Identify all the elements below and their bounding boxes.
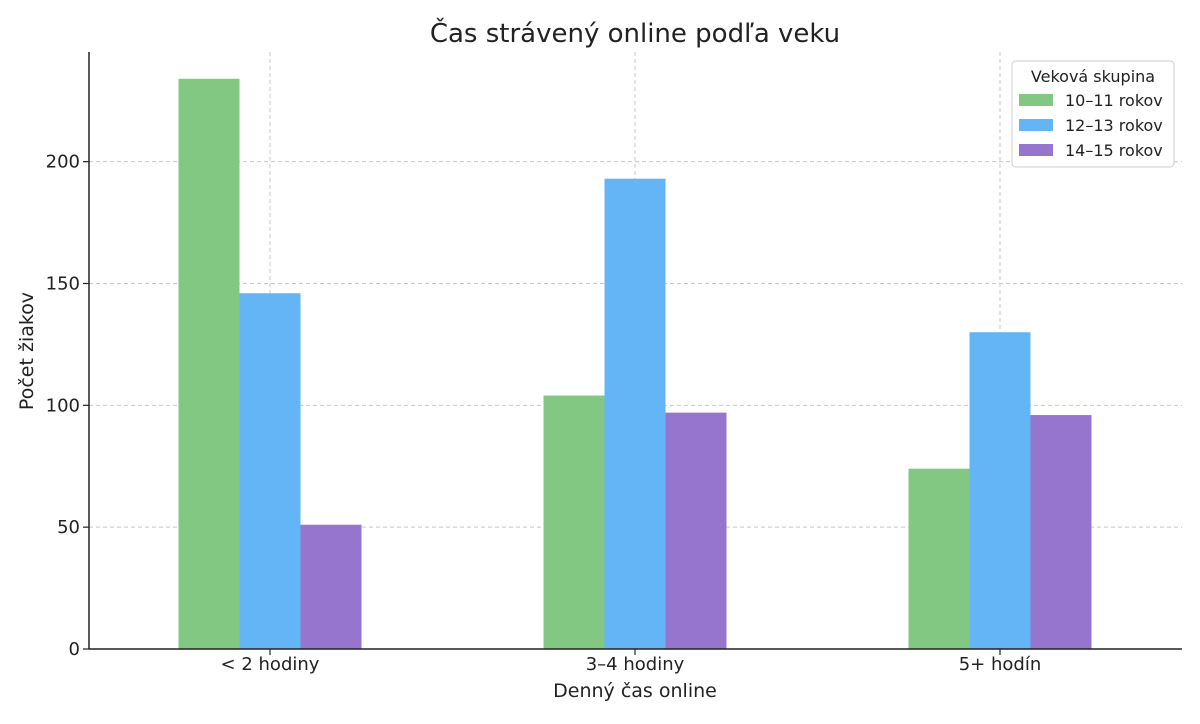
legend-label: 10–11 rokov: [1065, 91, 1163, 110]
y-axis-ticks: 0 50 100 150 200: [46, 152, 89, 660]
bar-1-3: [908, 468, 970, 649]
bar-3-1: [300, 524, 362, 649]
legend-label: 12–13 rokov: [1065, 116, 1163, 135]
bar-2-3: [969, 332, 1031, 649]
y-axis-label: Počet žiakov: [16, 292, 38, 410]
legend: Veková skupina 10–11 rokov 12–13 rokov 14–…: [1011, 60, 1175, 168]
legend-swatch: [1019, 119, 1053, 131]
x-tick-label: < 2 hodiny: [221, 654, 320, 675]
y-tick-label: 0: [69, 639, 80, 660]
legend-label: 14–15 rokov: [1065, 141, 1163, 160]
chart-title: Čas strávený online podľa veku: [430, 17, 840, 49]
legend-swatch: [1019, 94, 1053, 106]
y-tick-label: 100: [46, 395, 80, 416]
legend-swatch: [1019, 144, 1053, 156]
bar-2-1: [239, 293, 301, 649]
legend-title: Veková skupina: [1031, 67, 1155, 86]
y-tick-label: 200: [46, 152, 80, 173]
bar-2-2: [604, 178, 666, 649]
bar-3-2: [665, 412, 727, 649]
y-tick-label: 150: [46, 273, 80, 294]
bar-3-3: [1030, 415, 1092, 649]
y-tick-label: 50: [57, 517, 80, 538]
bar-1-1: [178, 78, 240, 650]
bars: [178, 78, 1092, 650]
x-tick-label: 3–4 hodiny: [586, 654, 685, 675]
legend-box: [1011, 60, 1175, 168]
legend-items: 10–11 rokov 12–13 rokov 14–15 rokov: [1019, 91, 1163, 160]
x-tick-label: 5+ hodín: [959, 654, 1042, 675]
x-axis-label: Denný čas online: [553, 680, 717, 702]
bar-1-2: [543, 395, 605, 649]
x-axis-ticks: < 2 hodiny 3–4 hodiny 5+ hodín: [221, 649, 1042, 675]
